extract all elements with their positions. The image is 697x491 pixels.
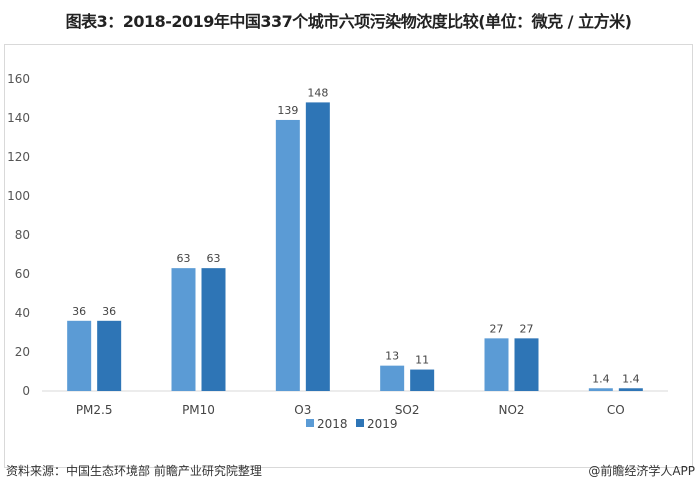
x-tick-label: SO2 (395, 403, 420, 417)
bar-2019 (410, 369, 435, 391)
data-label: 13 (385, 350, 399, 363)
y-tick-label: 60 (15, 267, 30, 281)
x-tick-label: O3 (294, 403, 311, 417)
bar-2019 (514, 338, 539, 391)
data-label: 1.4 (592, 372, 610, 385)
data-label: 63 (207, 252, 221, 265)
x-tick-label: CO (607, 403, 625, 417)
y-tick-label: 20 (15, 345, 30, 359)
chart-title: 图表3：2018-2019年中国337个城市六项污染物浓度比较(单位：微克 / … (65, 12, 632, 31)
data-label: 139 (277, 104, 298, 117)
data-label: 63 (177, 252, 191, 265)
data-label: 27 (520, 322, 534, 335)
bar-2018 (67, 320, 92, 391)
source-note: 资料来源：中国生态环境部 前瞻产业研究院整理 (6, 464, 262, 478)
data-label: 1.4 (622, 372, 640, 385)
y-tick-label: 0 (22, 384, 30, 398)
legend-swatch-2018 (306, 419, 314, 427)
data-label: 27 (490, 322, 504, 335)
bar-2019 (305, 102, 330, 392)
bar-2018 (171, 268, 196, 391)
y-tick-label: 120 (7, 150, 30, 164)
x-tick-label: PM10 (182, 403, 215, 417)
legend-label: 2018 (317, 417, 348, 431)
y-tick-label: 80 (15, 228, 30, 242)
legend-swatch-2019 (356, 419, 364, 427)
data-label: 148 (307, 86, 328, 99)
bar-2018 (484, 338, 509, 391)
y-tick-label: 40 (15, 306, 30, 320)
y-tick-label: 160 (7, 72, 30, 86)
data-label: 11 (415, 354, 429, 367)
bar-2019 (201, 268, 226, 391)
x-tick-label: NO2 (498, 403, 524, 417)
chart-frame (4, 44, 693, 468)
bar-2018 (380, 365, 405, 391)
y-tick-label: 140 (7, 111, 30, 125)
legend-label: 2019 (367, 417, 398, 431)
y-tick-label: 100 (7, 189, 30, 203)
data-label: 36 (102, 305, 116, 318)
credit-note: @前瞻经济学人APP (588, 464, 695, 478)
bar-2019 (618, 388, 643, 391)
x-tick-label: PM2.5 (76, 403, 113, 417)
bar-2018 (275, 119, 300, 391)
data-label: 36 (72, 305, 86, 318)
bar-2019 (97, 320, 122, 391)
bar-2018 (588, 388, 613, 391)
